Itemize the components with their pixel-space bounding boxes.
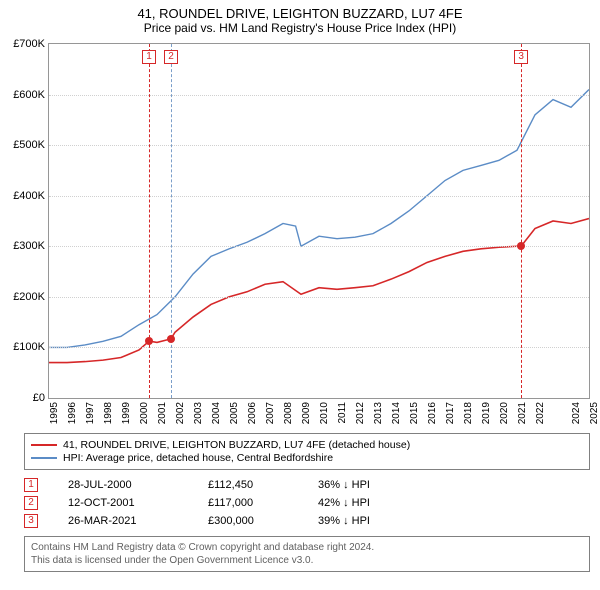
- x-tick-label: 2015: [409, 402, 420, 424]
- plot-area: £0£100K£200K£300K£400K£500K£600K£700K199…: [48, 43, 590, 399]
- chart-container: 41, ROUNDEL DRIVE, LEIGHTON BUZZARD, LU7…: [0, 0, 600, 590]
- x-tick-label: 2024: [571, 402, 582, 424]
- gridline: [49, 297, 589, 298]
- event-row: 3 26-MAR-2021£300,00039% ↓ HPI: [24, 512, 590, 530]
- x-tick-label: 1995: [49, 402, 60, 424]
- y-tick-label: £600K: [13, 89, 45, 101]
- x-tick-label: 2022: [535, 402, 546, 424]
- event-hpi-delta: 42% ↓ HPI: [318, 497, 428, 509]
- y-tick-label: £0: [33, 392, 45, 404]
- event-number-box: 3: [24, 514, 38, 528]
- legend-swatch-hpi: [31, 457, 57, 459]
- x-tick-label: 2002: [175, 402, 186, 424]
- event-number-box: 2: [24, 496, 38, 510]
- y-tick-label: £700K: [13, 38, 45, 50]
- x-tick-label: 2020: [499, 402, 510, 424]
- title-block: 41, ROUNDEL DRIVE, LEIGHTON BUZZARD, LU7…: [0, 0, 600, 39]
- x-tick-label: 1999: [121, 402, 132, 424]
- event-hpi-delta: 36% ↓ HPI: [318, 479, 428, 491]
- event-marker-box: 2: [164, 50, 178, 64]
- y-tick-label: £100K: [13, 341, 45, 353]
- x-tick-label: 2004: [211, 402, 222, 424]
- y-tick-label: £300K: [13, 240, 45, 252]
- series-subject: [49, 219, 589, 363]
- y-tick-label: £200K: [13, 291, 45, 303]
- event-price: £117,000: [208, 497, 318, 509]
- x-tick-label: 1998: [103, 402, 114, 424]
- event-marker-box: 1: [142, 50, 156, 64]
- x-tick-label: 2018: [463, 402, 474, 424]
- legend: 41, ROUNDEL DRIVE, LEIGHTON BUZZARD, LU7…: [24, 433, 590, 470]
- gridline: [49, 347, 589, 348]
- x-tick-label: 2001: [157, 402, 168, 424]
- event-line: [171, 44, 172, 398]
- price-marker: [145, 337, 153, 345]
- x-tick-label: 2019: [481, 402, 492, 424]
- series-hpi: [49, 90, 589, 348]
- x-tick-label: 2017: [445, 402, 456, 424]
- x-tick-label: 2008: [283, 402, 294, 424]
- event-price: £112,450: [208, 479, 318, 491]
- event-marker-box: 3: [514, 50, 528, 64]
- x-tick-label: 1996: [67, 402, 78, 424]
- price-marker: [167, 335, 175, 343]
- legend-label-hpi: HPI: Average price, detached house, Cent…: [63, 452, 333, 464]
- chart-title: 41, ROUNDEL DRIVE, LEIGHTON BUZZARD, LU7…: [0, 6, 600, 21]
- x-tick-label: 2021: [517, 402, 528, 424]
- event-hpi-delta: 39% ↓ HPI: [318, 515, 428, 527]
- legend-label-subject: 41, ROUNDEL DRIVE, LEIGHTON BUZZARD, LU7…: [63, 439, 410, 451]
- event-date: 12-OCT-2001: [68, 497, 208, 509]
- x-tick-label: 2007: [265, 402, 276, 424]
- event-date: 26-MAR-2021: [68, 515, 208, 527]
- event-line: [521, 44, 522, 398]
- series-layer: [49, 44, 589, 398]
- gridline: [49, 95, 589, 96]
- x-tick-label: 2003: [193, 402, 204, 424]
- event-row: 2 12-OCT-2001£117,00042% ↓ HPI: [24, 494, 590, 512]
- gridline: [49, 145, 589, 146]
- event-number-box: 1: [24, 478, 38, 492]
- x-tick-label: 2000: [139, 402, 150, 424]
- legend-swatch-subject: [31, 444, 57, 446]
- event-row: 1 28-JUL-2000£112,45036% ↓ HPI: [24, 476, 590, 494]
- x-tick-label: 2010: [319, 402, 330, 424]
- x-tick-label: 2013: [373, 402, 384, 424]
- footer-line-2: This data is licensed under the Open Gov…: [31, 554, 583, 567]
- y-tick-label: £400K: [13, 190, 45, 202]
- legend-item-subject: 41, ROUNDEL DRIVE, LEIGHTON BUZZARD, LU7…: [31, 439, 583, 451]
- x-tick-label: 2009: [301, 402, 312, 424]
- x-tick-label: 2014: [391, 402, 402, 424]
- event-date: 28-JUL-2000: [68, 479, 208, 491]
- events-table: 1 28-JUL-2000£112,45036% ↓ HPI 2 12-OCT-200…: [24, 476, 590, 530]
- x-tick-label: 2011: [337, 402, 348, 424]
- footer: Contains HM Land Registry data © Crown c…: [24, 536, 590, 572]
- x-tick-label: 2005: [229, 402, 240, 424]
- gridline: [49, 246, 589, 247]
- gridline: [49, 196, 589, 197]
- footer-line-1: Contains HM Land Registry data © Crown c…: [31, 541, 583, 554]
- chart-subtitle: Price paid vs. HM Land Registry's House …: [0, 21, 600, 35]
- legend-item-hpi: HPI: Average price, detached house, Cent…: [31, 452, 583, 464]
- x-tick-label: 2006: [247, 402, 258, 424]
- price-marker: [517, 242, 525, 250]
- x-tick-label: 2012: [355, 402, 366, 424]
- x-tick-label: 1997: [85, 402, 96, 424]
- y-tick-label: £500K: [13, 139, 45, 151]
- x-tick-label: 2025: [589, 402, 600, 424]
- event-price: £300,000: [208, 515, 318, 527]
- x-tick-label: 2016: [427, 402, 438, 424]
